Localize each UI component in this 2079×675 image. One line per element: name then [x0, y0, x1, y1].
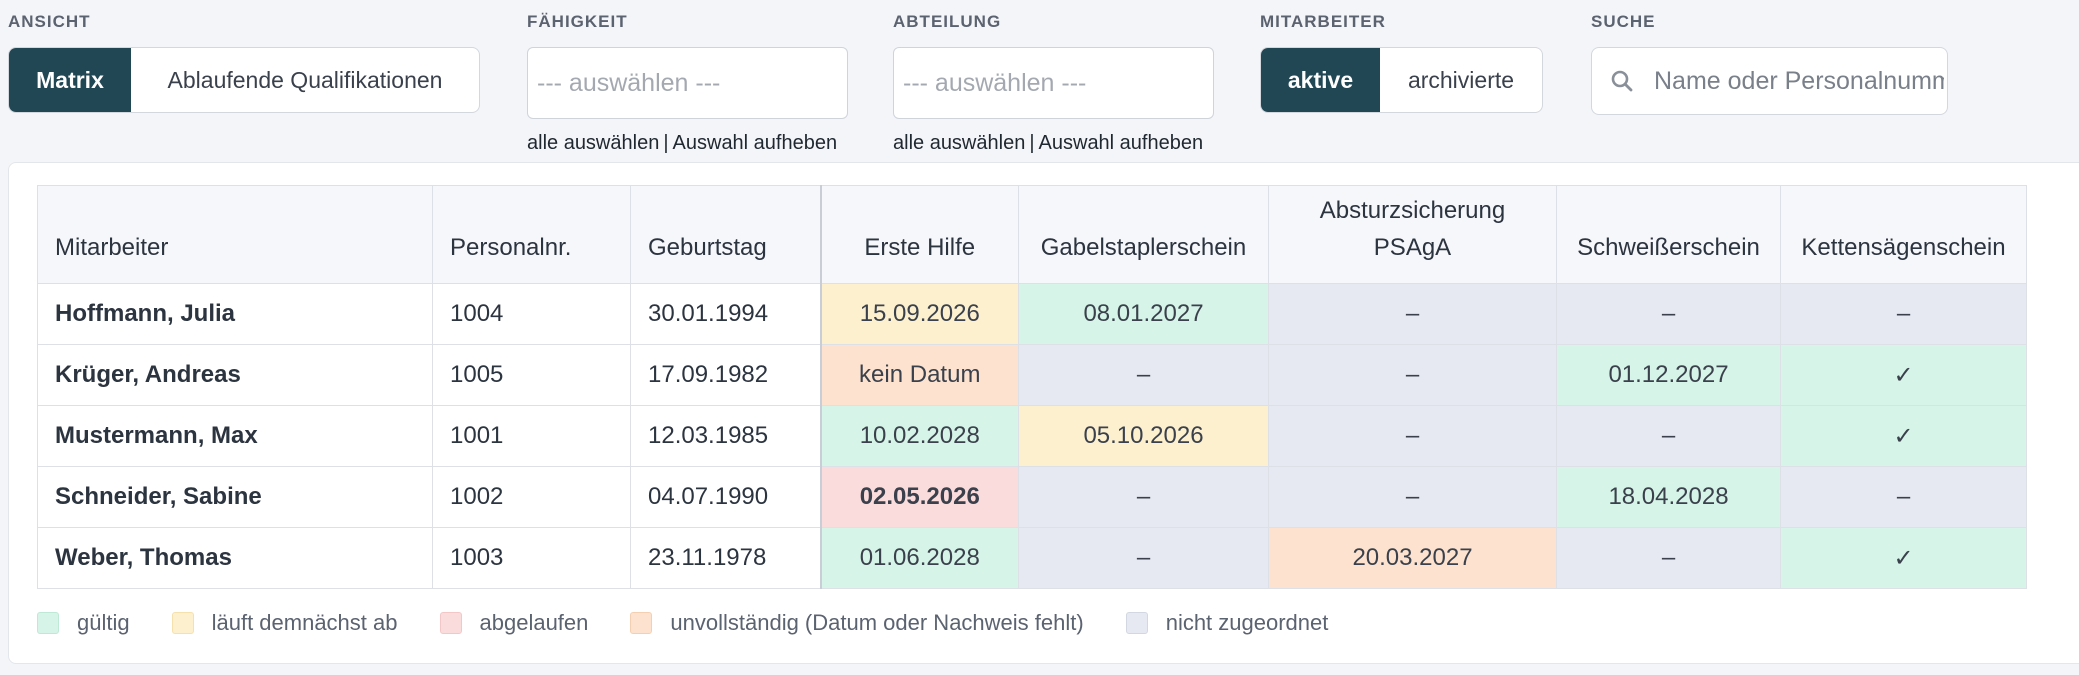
employee-birthday: 04.07.1990 [630, 466, 822, 528]
legend-swatch [171, 612, 194, 634]
legend-label: läuft demnächst ab [211, 610, 398, 635]
qualification-cell[interactable]: – [1268, 405, 1557, 467]
legend-swatch [630, 612, 653, 634]
table-row[interactable]: Mustermann, Max 1001 12.03.1985 10.02.2028 0… [37, 405, 2027, 467]
qualification-cell[interactable]: ✓ [1780, 527, 2027, 589]
faehigkeit-links: alle auswählen | Auswahl aufheben [527, 132, 837, 155]
employee-pnr: 1001 [432, 405, 631, 467]
column-header-personalnr[interactable]: Personalnr. [432, 185, 631, 284]
employee-pnr: 1004 [432, 283, 631, 345]
qualification-cell[interactable]: kein Datum [820, 344, 1019, 406]
legend-item: nicht zugeordnet [1125, 610, 1329, 636]
qualification-cell[interactable]: – [1018, 344, 1269, 406]
qualification-cell[interactable]: 18.04.2028 [1556, 466, 1781, 528]
employee-status-toggle: aktive archivierte [1260, 47, 1543, 113]
column-header-skill[interactable]: Gabelstaplerschein [1018, 185, 1269, 284]
qualification-cell[interactable]: – [1556, 283, 1781, 345]
view-expiring-button[interactable]: Ablaufende Qualifikationen [167, 66, 443, 93]
qualification-cell[interactable]: 15.09.2026 [820, 283, 1019, 345]
employee-pnr: 1002 [432, 466, 631, 528]
qualification-cell[interactable]: 01.12.2027 [1556, 344, 1781, 406]
employee-name[interactable]: Hoffmann, Julia [37, 283, 433, 345]
abteilung-clear-link[interactable]: Auswahl aufheben [1038, 132, 1204, 154]
suche-label: SUCHE [1591, 12, 1656, 31]
faehigkeit-label: FÄHIGKEIT [527, 12, 628, 31]
table-row[interactable]: Krüger, Andreas 1005 17.09.1982 kein Datum –… [37, 344, 2027, 406]
column-header-skill[interactable]: Schweißerschein [1556, 185, 1781, 284]
active-employees-button[interactable]: aktive [1261, 48, 1380, 112]
employee-birthday: 12.03.1985 [630, 405, 822, 467]
column-header-geburtstag[interactable]: Geburtstag [630, 185, 822, 284]
employee-birthday: 17.09.1982 [630, 344, 822, 406]
legend-item: unvollständig (Datum oder Nachweis fehlt… [630, 610, 1084, 636]
column-header-skill[interactable]: Kettensägenschein [1780, 185, 2027, 284]
employee-name[interactable]: Mustermann, Max [37, 405, 433, 467]
column-header-skill[interactable]: Erste Hilfe [820, 185, 1019, 284]
abteilung-separator: | [1029, 132, 1035, 154]
qualification-cell[interactable]: – [1780, 283, 2027, 345]
legend-swatch [439, 612, 462, 634]
search-icon [1592, 69, 1652, 93]
legend-swatch [1125, 612, 1148, 634]
legend-swatch [37, 612, 59, 634]
legend-label: unvollständig (Datum oder Nachweis fehlt… [670, 610, 1084, 635]
abteilung-select-all-link[interactable]: alle auswählen [893, 132, 1026, 154]
qualification-cell[interactable]: 10.02.2028 [820, 405, 1019, 467]
abteilung-links: alle auswählen | Auswahl aufheben [893, 132, 1203, 155]
table-row[interactable]: Weber, Thomas 1003 23.11.1978 01.06.2028–20… [37, 527, 2027, 589]
qualification-cell[interactable]: – [1268, 466, 1557, 528]
qualification-cell[interactable]: 01.06.2028 [820, 527, 1019, 589]
qualification-cell[interactable]: – [1780, 466, 2027, 528]
view-matrix-button[interactable]: Matrix [9, 48, 131, 112]
qualification-cell[interactable]: 02.05.2026 [820, 466, 1019, 528]
faehigkeit-select-all-link[interactable]: alle auswählen [527, 132, 660, 154]
legend-label: gültig [77, 610, 130, 635]
qualification-cell[interactable]: 05.10.2026 [1018, 405, 1269, 467]
status-legend: gültig läuft demnächst ab abgelaufen unvoll… [37, 610, 1370, 636]
abteilung-label: ABTEILUNG [893, 12, 1002, 31]
qualification-cell[interactable]: 08.01.2027 [1018, 283, 1269, 345]
employee-pnr: 1005 [432, 344, 631, 406]
employee-birthday: 23.11.1978 [630, 527, 822, 589]
legend-item: abgelaufen [439, 610, 589, 636]
legend-item: läuft demnächst ab [171, 610, 398, 636]
search-input[interactable] [1652, 65, 1946, 97]
qualification-cell[interactable]: – [1268, 283, 1557, 345]
legend-item: gültig [37, 610, 130, 636]
employee-pnr: 1003 [432, 527, 631, 589]
qualification-cell[interactable]: 20.03.2027 [1268, 527, 1557, 589]
qualification-matrix: Mitarbeiter Personalnr. Geburtstag Erste… [37, 185, 2027, 589]
qualification-cell[interactable]: – [1268, 344, 1557, 406]
qualification-cell[interactable]: ✓ [1780, 344, 2027, 406]
legend-label: nicht zugeordnet [1165, 610, 1329, 635]
table-row[interactable]: Schneider, Sabine 1002 04.07.1990 02.05.202… [37, 466, 2027, 528]
qualification-cell[interactable]: – [1556, 405, 1781, 467]
search-box [1591, 47, 1948, 115]
column-header-mitarbeiter[interactable]: Mitarbeiter [37, 185, 433, 284]
qualification-cell[interactable]: – [1018, 466, 1269, 528]
employee-name[interactable]: Krüger, Andreas [37, 344, 433, 406]
qualification-cell[interactable]: ✓ [1780, 405, 2027, 467]
qualification-cell[interactable]: – [1018, 527, 1269, 589]
faehigkeit-select[interactable]: --- auswählen --- [527, 47, 848, 119]
view-toggle: Matrix Ablaufende Qualifikationen [8, 47, 480, 113]
mitarbeiter-label: MITARBEITER [1260, 12, 1386, 31]
employee-birthday: 30.01.1994 [630, 283, 822, 345]
employee-name[interactable]: Weber, Thomas [37, 527, 433, 589]
header-row: Mitarbeiter Personalnr. Geburtstag Erste… [37, 185, 2027, 284]
ansicht-label: ANSICHT [8, 12, 91, 31]
column-header-skill[interactable]: Absturzsicherung PSAgA [1268, 185, 1557, 284]
legend-label: abgelaufen [479, 610, 589, 635]
table-row[interactable]: Hoffmann, Julia 1004 30.01.1994 15.09.2026 0… [37, 283, 2027, 345]
abteilung-select[interactable]: --- auswählen --- [893, 47, 1214, 119]
archived-employees-button[interactable]: archivierte [1407, 66, 1515, 93]
employee-name[interactable]: Schneider, Sabine [37, 466, 433, 528]
faehigkeit-clear-link[interactable]: Auswahl aufheben [672, 132, 838, 154]
qualification-cell[interactable]: – [1556, 527, 1781, 589]
faehigkeit-separator: | [663, 132, 669, 154]
